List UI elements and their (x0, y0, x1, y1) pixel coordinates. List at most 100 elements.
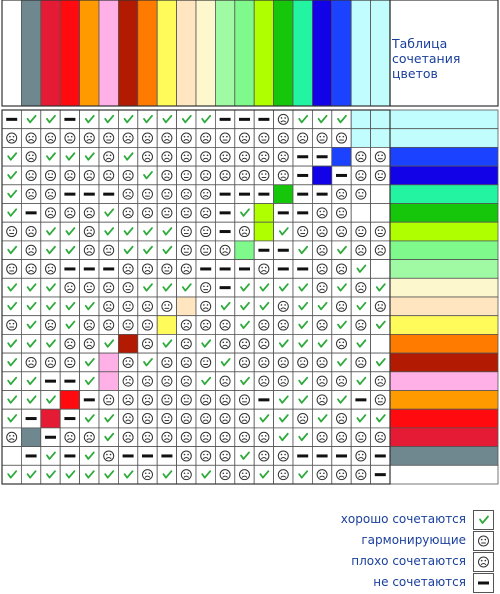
check-icon (298, 114, 309, 124)
check-icon (375, 358, 386, 367)
sad-face-icon (180, 431, 192, 443)
diagonal-color-cell (156, 315, 177, 335)
neutral-face-icon (161, 300, 173, 312)
sad-face-icon (478, 556, 489, 568)
sad-face-icon (45, 319, 56, 331)
neutral-face-icon (200, 356, 212, 368)
neutral-face-icon (6, 263, 18, 275)
check-icon (240, 208, 250, 217)
check-icon (143, 227, 153, 236)
table-cell-good (79, 371, 100, 391)
table-cell-good (59, 464, 81, 485)
table-cell-good (98, 408, 119, 429)
check-icon (356, 264, 367, 273)
table-cell-good (1, 184, 22, 204)
column-color-swatch (331, 0, 352, 107)
check-icon (26, 395, 37, 404)
dash-icon (336, 173, 347, 177)
check-icon (123, 470, 134, 479)
check-icon (104, 470, 115, 479)
neutral-face-icon (45, 169, 56, 181)
check-icon (240, 451, 250, 460)
diagonal-color-cell (20, 427, 42, 447)
neutral-face-icon (122, 282, 134, 294)
sad-face-icon (239, 356, 250, 368)
check-icon (298, 395, 309, 404)
sad-face-icon (142, 151, 153, 163)
column-color-swatch (195, 0, 216, 107)
row-color-swatch (389, 221, 499, 242)
sad-face-icon (25, 151, 37, 163)
table-cell-good (350, 333, 372, 354)
check-icon (162, 245, 173, 255)
dash-icon (64, 379, 76, 383)
sad-face-icon (103, 450, 115, 462)
sad-face-icon (122, 132, 134, 144)
dash-icon (64, 117, 76, 121)
table-cell-good (234, 277, 255, 298)
table-cell-good (350, 296, 372, 317)
check-icon (84, 301, 95, 311)
check-icon (162, 114, 173, 124)
sad-face-icon (161, 169, 173, 181)
sad-face-icon (142, 338, 153, 350)
check-icon (240, 320, 250, 329)
sad-face-icon (64, 207, 76, 219)
sad-face-icon (200, 431, 212, 443)
dash-icon (64, 417, 76, 421)
neutral-face-icon (200, 226, 212, 238)
neutral-face-icon (374, 151, 386, 163)
check-icon (220, 301, 231, 311)
check-icon (201, 470, 212, 479)
dash-icon (277, 211, 289, 215)
check-icon (26, 339, 37, 348)
column-color-swatch (98, 0, 119, 107)
sad-face-icon (64, 431, 76, 443)
row-color-swatch (389, 408, 499, 429)
check-icon (7, 208, 18, 217)
table-cell-good (195, 464, 216, 485)
sad-face-icon (219, 244, 231, 256)
sad-face-icon (103, 319, 115, 331)
sad-face-icon (161, 151, 173, 163)
row-color-swatch (389, 203, 499, 223)
check-icon (143, 283, 153, 292)
column-color-swatch (273, 0, 294, 107)
table-cell-good (79, 296, 100, 317)
table-cell-good (214, 296, 236, 317)
sad-face-icon (122, 169, 134, 181)
sad-face-icon (277, 375, 289, 387)
neutral-face-icon (180, 226, 192, 238)
dash-icon (258, 117, 270, 121)
dash-icon (297, 454, 309, 458)
sad-face-icon (83, 207, 95, 219)
row-color-swatch (389, 315, 499, 335)
legend-label-harmonious: гармонирующие (361, 533, 466, 547)
table-cell-good (1, 464, 22, 485)
sad-face-icon (83, 338, 95, 350)
table-cell-empty (370, 203, 391, 223)
table-cell-good (1, 240, 22, 260)
check-icon (317, 114, 328, 124)
table-cell-good (98, 221, 119, 242)
row-color-swatch (389, 128, 499, 148)
table-cell-good (311, 109, 333, 130)
legend-label-bad: плохо сочетаются (351, 554, 466, 568)
table-cell-good (370, 408, 391, 429)
check-icon (123, 245, 134, 255)
check-icon (84, 376, 95, 386)
check-icon (84, 358, 95, 367)
table-cell-good (98, 333, 119, 354)
check-icon (240, 376, 250, 386)
row-color-swatch (389, 427, 499, 447)
table-cell-good (176, 277, 197, 298)
sad-face-icon (219, 394, 231, 406)
check-icon (26, 376, 37, 386)
column-color-swatch (118, 0, 139, 107)
sad-face-icon (219, 431, 231, 443)
table-cell-good (234, 315, 255, 335)
table-cell-good (137, 277, 158, 298)
sad-face-icon (297, 413, 309, 425)
sad-face-icon (355, 356, 367, 368)
sad-face-icon (316, 282, 328, 294)
